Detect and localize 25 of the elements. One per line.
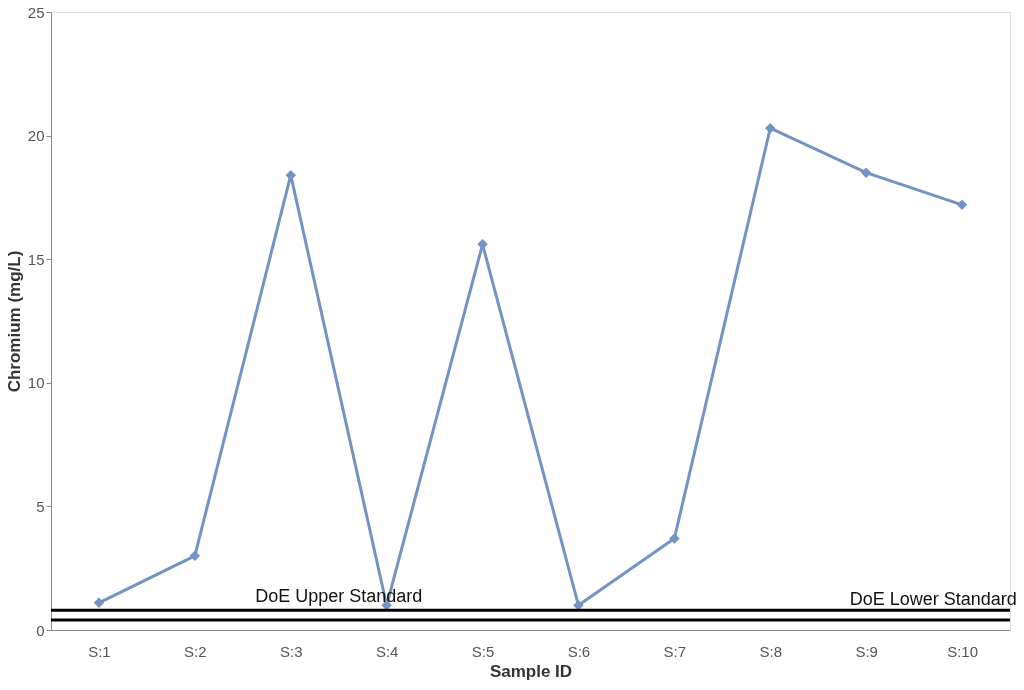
point [93, 597, 105, 609]
y-tick-label: 5 [36, 497, 45, 515]
y-tick-label: 15 [27, 250, 45, 268]
x-tick-label: S:2 [184, 642, 207, 660]
point [765, 122, 776, 134]
y-tick-label: 0 [36, 621, 45, 639]
y-tick-label: 25 [27, 3, 45, 21]
y-tick-label: 10 [27, 374, 45, 392]
point [956, 199, 968, 211]
point [860, 167, 872, 178]
x-tick-label: S:3 [279, 642, 303, 660]
x-tick-label: S:5 [471, 642, 495, 660]
y-tick-label: 20 [27, 127, 45, 145]
x-tick-label: S:1 [88, 642, 111, 660]
x-tick-label: S:6 [567, 642, 591, 660]
point [189, 550, 201, 562]
x-tick-label: S:9 [855, 642, 878, 660]
y-axis-title: Chromium (mg/L) [4, 250, 24, 393]
x-tick-label: S:7 [663, 642, 687, 660]
x-tick-label: S:10 [947, 642, 978, 660]
ref-line-label: DoE Lower Standard [849, 589, 1017, 610]
x-tick-label: S:8 [759, 642, 783, 660]
x-axis-title: Sample ID [489, 661, 573, 681]
point [669, 533, 680, 544]
x-tick-label: S:4 [375, 642, 399, 660]
